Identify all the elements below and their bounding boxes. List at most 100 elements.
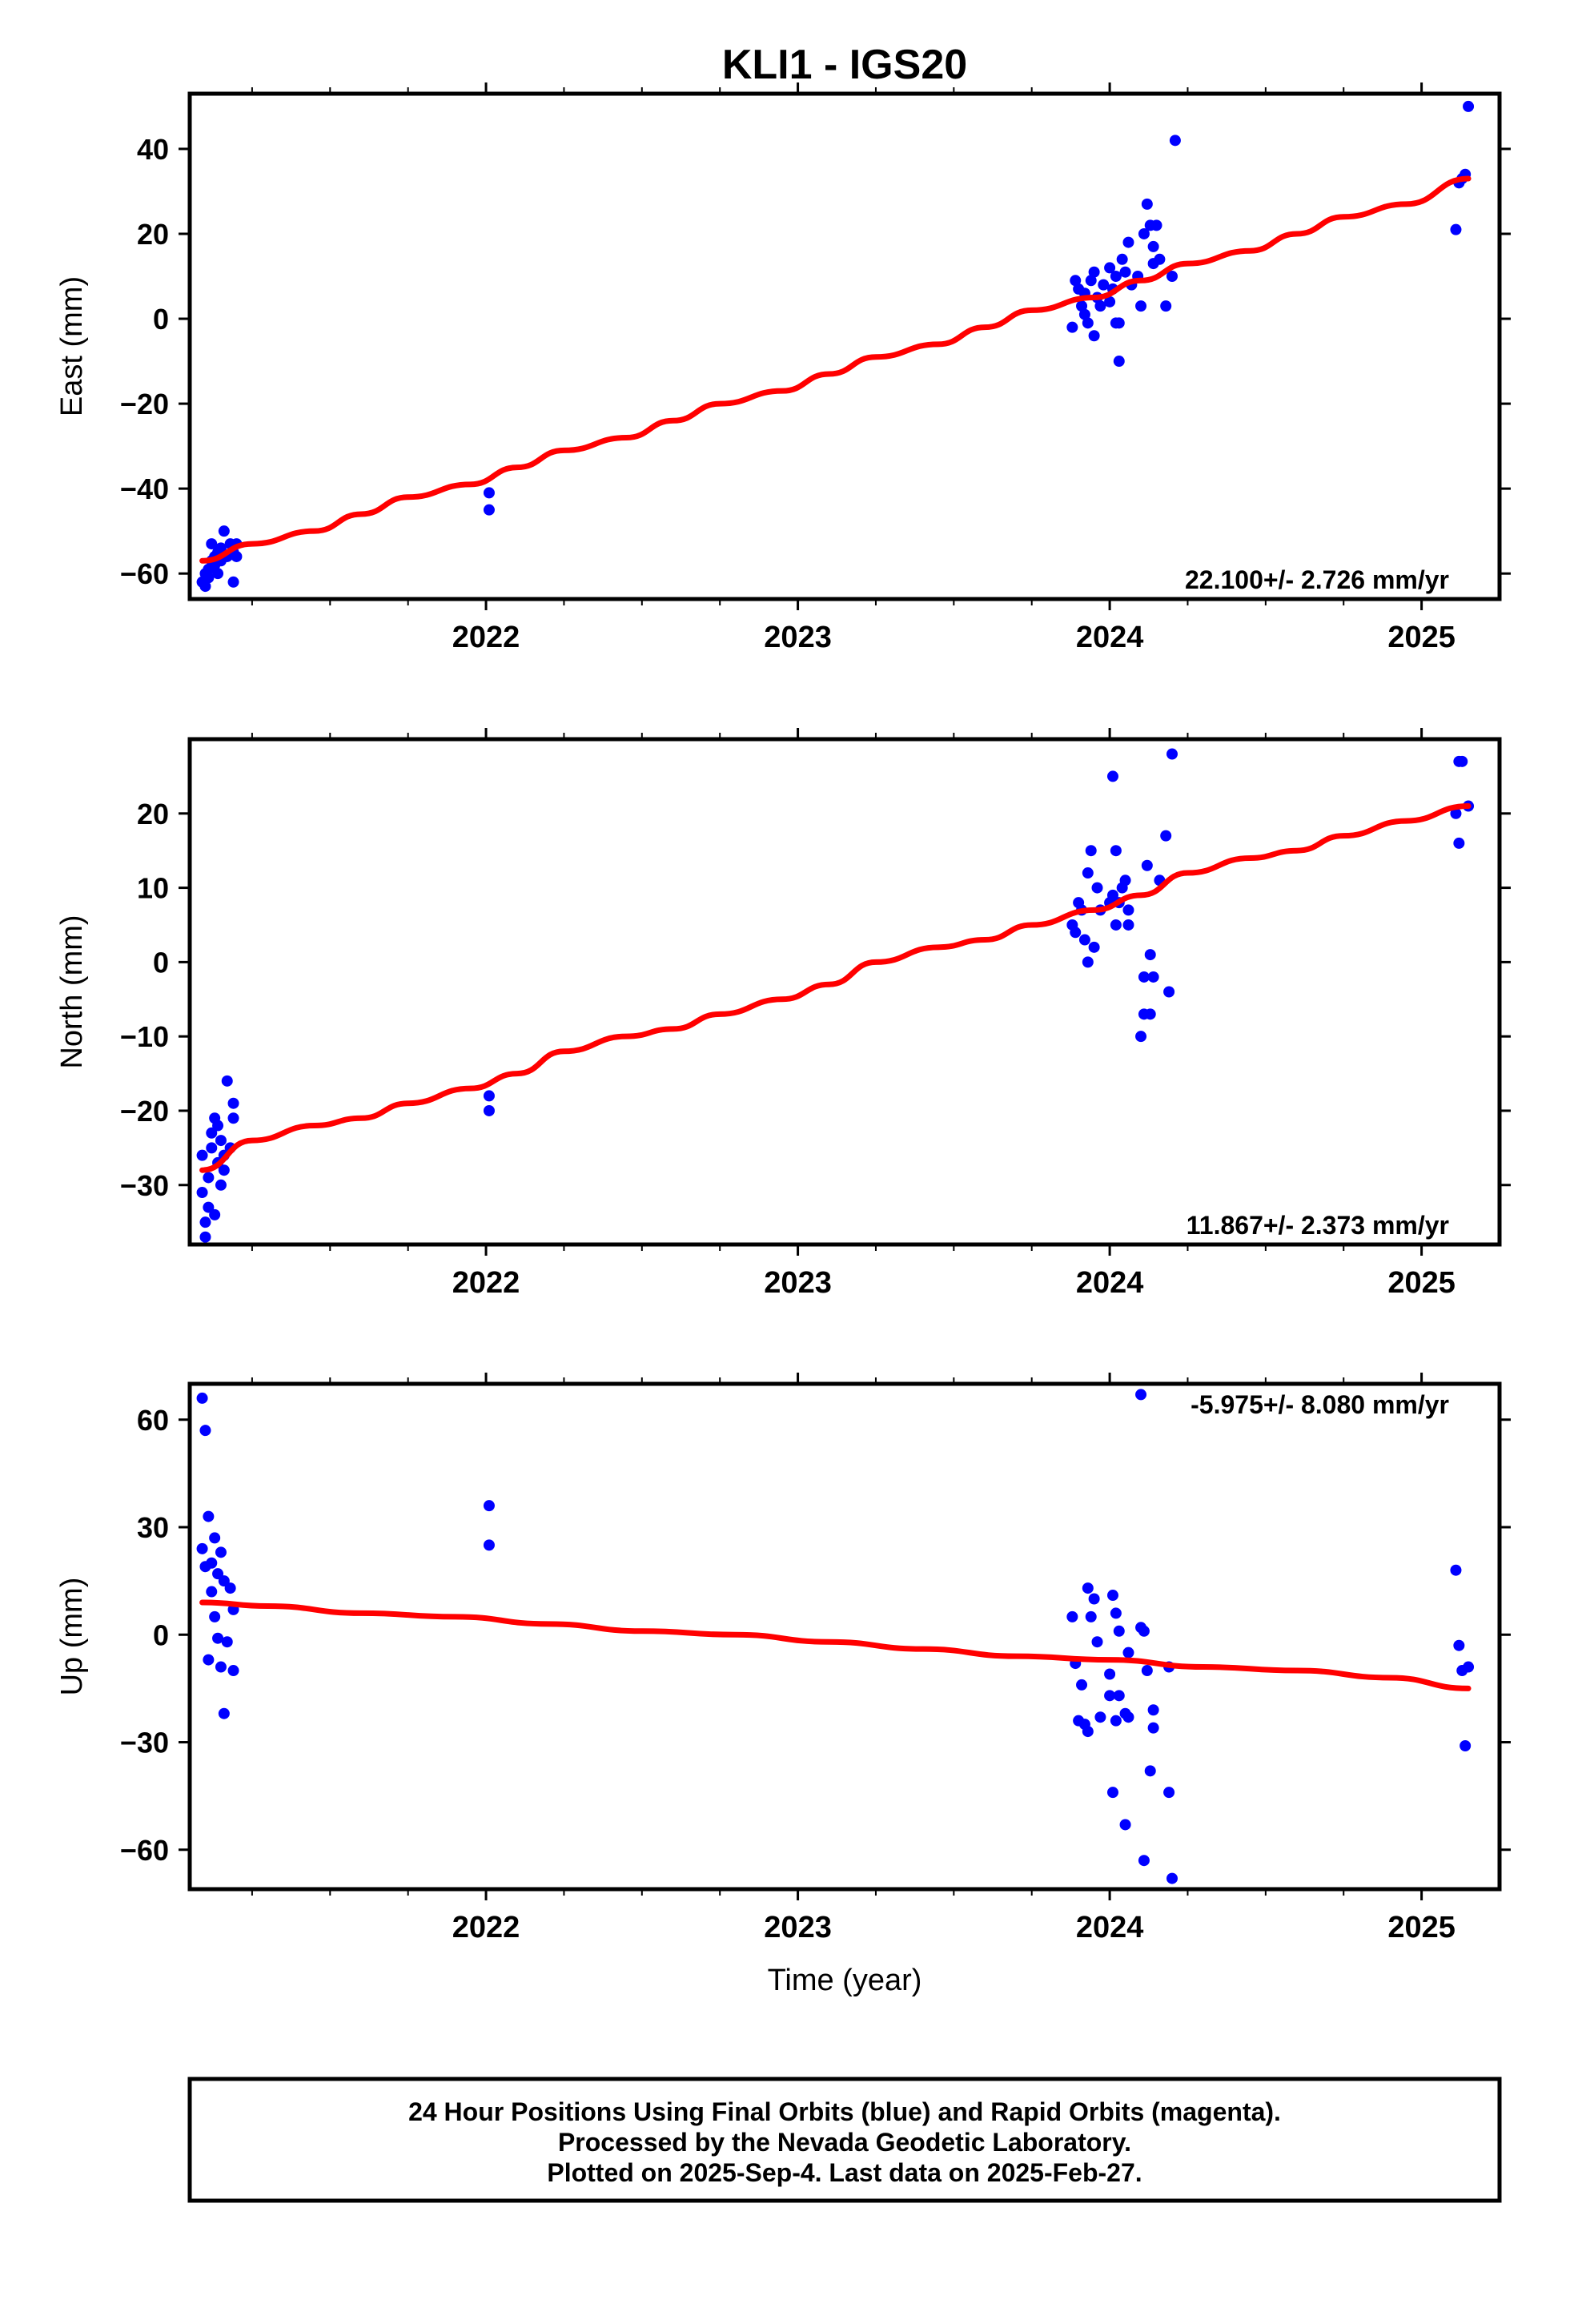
north-y-tick-label: 20: [137, 798, 169, 830]
east-model-curve: [199, 175, 1472, 564]
north-y-tick-label: −20: [120, 1095, 169, 1128]
east-data-point: [1113, 317, 1125, 329]
east-rate-label: 22.100+/- 2.726 mm/yr: [1185, 565, 1449, 594]
east-data-point: [1463, 100, 1475, 112]
up-data-point: [1106, 1787, 1118, 1799]
up-x-tick-label: 2024: [1076, 1911, 1144, 1944]
north-data-point: [209, 1208, 221, 1220]
up-data-point: [1110, 1607, 1122, 1619]
up-data-point: [221, 1636, 233, 1648]
up-data-point: [1082, 1582, 1094, 1594]
east-y-tick-label: −40: [120, 472, 169, 505]
up-data-point: [483, 1500, 495, 1512]
east-data-point: [1076, 300, 1088, 312]
east-data-point: [1116, 253, 1128, 265]
north-data-point: [1144, 949, 1156, 961]
east-data-point: [1104, 262, 1116, 274]
north-data-point: [1166, 748, 1178, 760]
up-data-point: [1138, 1625, 1150, 1637]
north-data-point: [221, 1075, 233, 1087]
up-data-point: [1104, 1668, 1116, 1680]
up-x-tick-label: 2023: [764, 1911, 832, 1944]
north-y-axis-label: North (mm): [55, 915, 89, 1068]
up-data-point: [212, 1632, 224, 1644]
north-data-point: [218, 1164, 230, 1176]
north-data-point: [203, 1172, 215, 1184]
north-data-point: [1110, 919, 1122, 931]
north-y-tick-label: 0: [153, 946, 169, 979]
up-data-point: [1113, 1690, 1125, 1702]
east-data-point: [1119, 266, 1131, 278]
east-data-point: [1169, 135, 1181, 147]
east-data-point: [1110, 271, 1122, 283]
up-data-point: [215, 1546, 227, 1558]
east-data-point: [1070, 275, 1082, 287]
north-data-point: [196, 1187, 208, 1199]
footer-frame: [187, 2077, 1502, 2203]
north-data-point: [206, 1127, 218, 1139]
east-y-axis-label: East (mm): [55, 276, 89, 416]
east-data-point: [1113, 356, 1125, 368]
east-x-tick-label: 2025: [1387, 621, 1456, 654]
up-data-point: [215, 1661, 227, 1673]
north-data-point: [1138, 971, 1150, 983]
east-data-point: [231, 550, 243, 562]
north-data-point: [1163, 986, 1175, 998]
up-data-point: [483, 1539, 495, 1551]
east-x-tick-label: 2024: [1076, 621, 1144, 654]
north-data-point: [1141, 859, 1153, 871]
north-data-point: [1119, 875, 1131, 887]
north-data-point: [206, 1142, 218, 1154]
north-data-point: [1122, 919, 1134, 931]
north-x-tick-label: 2022: [452, 1266, 520, 1300]
north-data-point: [1456, 755, 1468, 767]
up-data-point: [227, 1665, 239, 1677]
x-axis-label: Time (year): [768, 1964, 922, 1997]
up-data-point: [209, 1610, 221, 1622]
up-data-point: [1091, 1636, 1103, 1648]
north-data-point: [1070, 927, 1082, 939]
footer-line-2: Processed by the Nevada Geodetic Laborat…: [558, 2128, 1131, 2157]
up-data-point: [1147, 1722, 1159, 1734]
east-data-point: [1066, 321, 1078, 333]
up-data-point: [1088, 1593, 1100, 1605]
east-data-point: [1138, 227, 1150, 239]
east-data-point: [199, 581, 211, 593]
east-data-point: [1122, 236, 1134, 248]
east-y-tick-label: −20: [120, 388, 169, 420]
east-data-point: [483, 487, 495, 499]
north-data-point: [1453, 837, 1465, 849]
up-panel: 2022 2023 2024 2025 60 30 0 −30 −60 Up (mm) -5.975…: [55, 1373, 1511, 1944]
up-data-point: [1106, 1590, 1118, 1602]
figure-title: KLI1 - IGS20: [722, 42, 967, 88]
up-y-tick-label: 0: [153, 1618, 169, 1651]
north-data-point: [1106, 889, 1118, 901]
east-data-point: [218, 525, 230, 537]
east-y-tick-label: −60: [120, 557, 169, 590]
north-data-point: [212, 1120, 224, 1132]
east-x-tick-label: 2023: [764, 621, 832, 654]
north-data-layer: [196, 748, 1475, 1243]
up-data-point: [1113, 1625, 1125, 1637]
east-y-tick-label: 40: [137, 133, 169, 166]
footer-line-1: 24 Hour Positions Using Final Orbits (bl…: [408, 2097, 1281, 2126]
north-data-point: [1082, 867, 1094, 879]
north-data-point: [196, 1149, 208, 1161]
north-data-point: [1450, 807, 1462, 819]
up-data-point: [1135, 1389, 1147, 1401]
east-data-point: [1141, 198, 1153, 210]
north-data-point: [1088, 941, 1100, 953]
up-y-axis-label: Up (mm): [55, 1578, 89, 1696]
up-data-point: [209, 1532, 221, 1544]
east-data-point: [1450, 223, 1462, 235]
east-data-point: [212, 568, 224, 580]
up-model-curve: [199, 1599, 1472, 1691]
up-data-point: [1066, 1610, 1078, 1622]
east-data-point: [1088, 330, 1100, 342]
east-panel: 2022 2023 2024 2025 40 20 0 −20 −40 −60 East (mm) 2…: [55, 82, 1511, 654]
east-data-point: [1098, 279, 1110, 291]
footer-line-3: Plotted on 2025-Sep-4. Last data on 2025…: [547, 2158, 1142, 2187]
up-data-point: [218, 1707, 230, 1719]
east-data-point: [1078, 308, 1090, 320]
up-data-point: [1082, 1726, 1094, 1738]
